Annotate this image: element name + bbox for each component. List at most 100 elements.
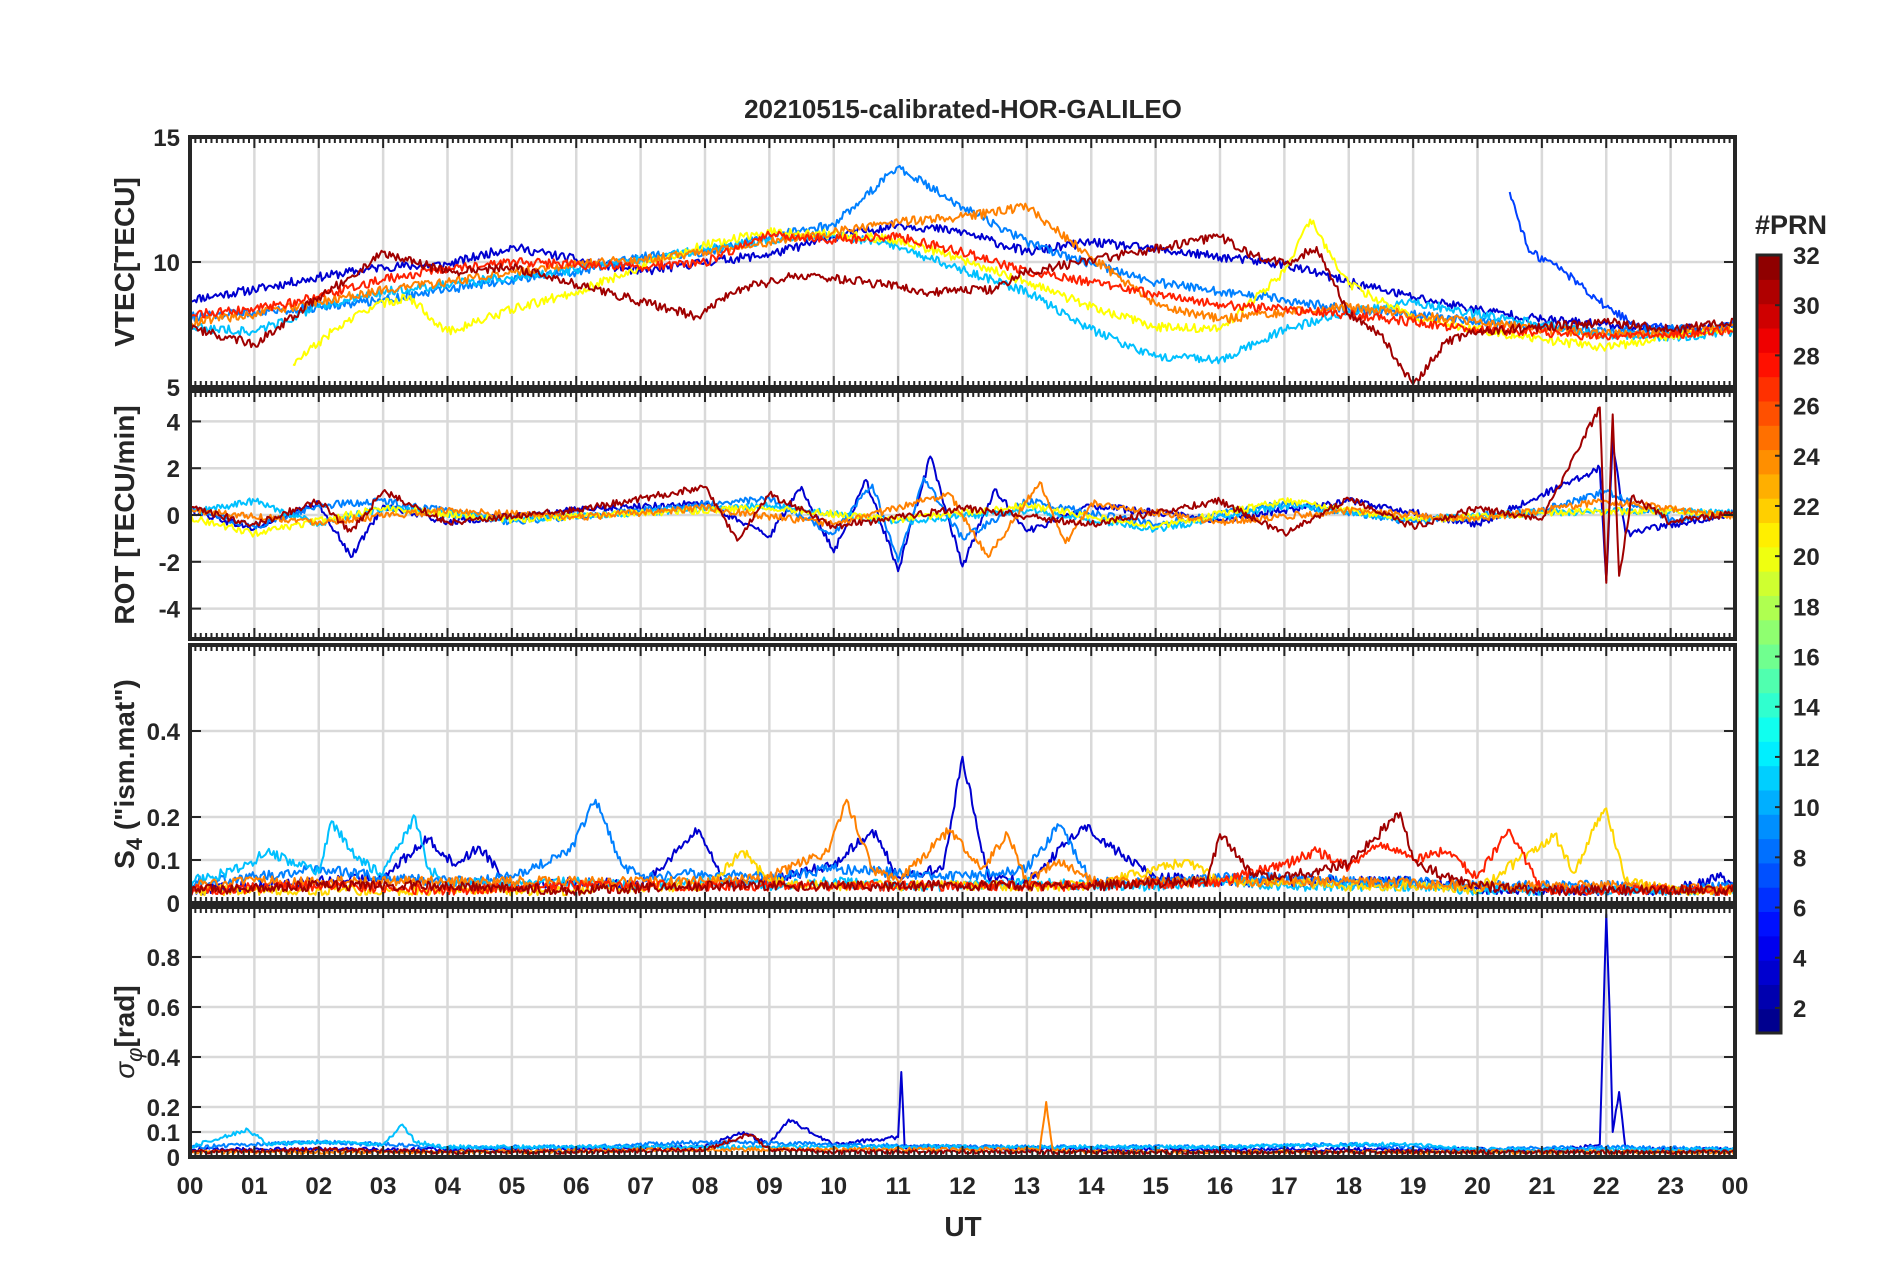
x-tick-label: 12 <box>949 1173 976 1200</box>
colorbar-segment <box>1757 716 1781 742</box>
y-axis-label-subscript: φ <box>122 1047 147 1061</box>
y-tick-label: 0 <box>167 1145 180 1172</box>
colorbar-frame <box>1755 253 1783 1035</box>
colorbar-segment <box>1757 741 1781 767</box>
x-tick-label: 02 <box>305 1173 332 1200</box>
colorbar-segment <box>1757 546 1781 572</box>
sigma-phi-panel: 00.10.20.40.60.8σφ[rad] <box>109 905 1737 1172</box>
colorbar-tick-label: 14 <box>1793 695 1820 722</box>
y-tick-label: 0.2 <box>147 805 180 832</box>
x-tick-label: 06 <box>563 1173 590 1200</box>
y-ticks: 00.10.2 0.4 0.6 0.8 <box>147 945 1735 1172</box>
colorbar-segment <box>1757 789 1781 815</box>
y-axis-label: S4 ("ism.mat") <box>109 679 147 869</box>
colorbar-segment <box>1757 1008 1781 1034</box>
y-tick-label: 0.8 <box>147 945 180 972</box>
x-tick-label: 13 <box>1014 1173 1041 1200</box>
colorbar-tick-label: 26 <box>1793 394 1820 421</box>
series-prn-3 <box>190 220 1735 335</box>
colorbar-segment <box>1757 960 1781 985</box>
colorbar-tick-label: 32 <box>1793 243 1820 270</box>
y-ticks: 0 0.1 0.2 0.4 <box>147 719 1735 918</box>
series-group <box>190 406 1735 584</box>
colorbar-tick-label: 10 <box>1793 795 1820 822</box>
colorbar-segment <box>1757 935 1781 961</box>
colorbar-segment <box>1757 327 1781 353</box>
y-tick-label: 0 <box>167 503 180 530</box>
y-tick-label: 0.4 <box>147 1045 181 1072</box>
y-tick-label: 0.4 <box>147 719 181 746</box>
y-tick-label: 0.1 <box>147 1120 180 1147</box>
y-tick-label: 2 <box>167 456 180 483</box>
colorbar-tick-label: 6 <box>1793 896 1806 923</box>
colorbar-segment <box>1757 911 1781 937</box>
y-tick-label: 4 <box>167 409 181 436</box>
x-tick-label: 14 <box>1078 1173 1105 1200</box>
series-prn-12 <box>190 230 1735 365</box>
colorbar-segment <box>1757 862 1781 888</box>
colorbar-segment <box>1757 619 1781 645</box>
x-tick-label: 22 <box>1593 1173 1620 1200</box>
colorbar-tick-label: 20 <box>1793 544 1820 571</box>
x-ticks <box>189 907 1736 1157</box>
y-ticks: 5 10 15 <box>153 125 1735 402</box>
series-prn-20 <box>292 218 1735 366</box>
y-tick-label: 15 <box>153 125 180 152</box>
figure-title: 20210515-calibrated-HOR-GALILEO <box>744 94 1182 124</box>
x-tick-label: 17 <box>1271 1173 1298 1200</box>
x-tick-label: 10 <box>820 1173 847 1200</box>
colorbar-tick-label: 30 <box>1793 293 1820 320</box>
colorbar-tick-label: 22 <box>1793 494 1820 521</box>
colorbar-segment <box>1757 838 1781 864</box>
y-axis-label-main: S <box>109 850 140 869</box>
x-tick-label: 15 <box>1142 1173 1169 1200</box>
colorbar-segment <box>1757 571 1781 596</box>
y-axis-label-subscript: 4 <box>122 837 147 850</box>
series-prn-31 <box>190 406 1735 584</box>
y-tick-label: 0 <box>167 891 180 918</box>
x-tick-label: 18 <box>1335 1173 1362 1200</box>
y-tick-label: -2 <box>159 550 180 577</box>
colorbar-segment <box>1757 814 1781 840</box>
y-tick-label: -4 <box>159 597 181 624</box>
colorbar-segment <box>1757 425 1781 451</box>
y-tick-label: 0.1 <box>147 848 180 875</box>
colorbar-segment <box>1757 668 1781 694</box>
colorbar-tick-label: 18 <box>1793 594 1820 621</box>
colorbar-tick-label: 4 <box>1793 946 1807 973</box>
y-tick-label: 10 <box>153 250 180 277</box>
series-prn-24 <box>190 481 1735 559</box>
x-tick-label: 03 <box>370 1173 397 1200</box>
colorbar-segment <box>1757 692 1781 718</box>
colorbar-segment <box>1757 522 1781 548</box>
colorbar-segment <box>1757 984 1781 1010</box>
x-tick-label: 01 <box>241 1173 268 1200</box>
x-tick-label: 04 <box>434 1173 461 1200</box>
colorbar-segment <box>1757 255 1781 280</box>
colorbar-segment <box>1757 595 1781 621</box>
y-axis-label-suffix: ("ism.mat") <box>109 679 140 838</box>
colorbar-segment <box>1757 765 1781 791</box>
x-tick-label: 20 <box>1464 1173 1491 1200</box>
series-group <box>190 165 1735 386</box>
colorbar-segment <box>1757 449 1781 475</box>
y-ticks: -4 -2 0 2 4 <box>159 409 1735 624</box>
x-tick-label: 16 <box>1207 1173 1234 1200</box>
series-prn-31 <box>190 233 1735 386</box>
x-tick-label: 11 <box>885 1173 910 1200</box>
x-tick-label: 21 <box>1529 1173 1556 1200</box>
x-axis-tick-labels: 00 01 02 03 04 05 06 07 08 09 10 11 12 13 14 15 16 17 18 19… <box>177 1173 1749 1200</box>
series-prn-6 <box>1508 191 1735 337</box>
x-tick-label: 05 <box>499 1173 526 1200</box>
x-ticks <box>189 645 1736 903</box>
y-tick-label: 5 <box>167 375 180 402</box>
colorbar-segment <box>1757 352 1781 378</box>
colorbar-segment <box>1757 303 1781 329</box>
series-group <box>190 755 1735 897</box>
series-prn-24 <box>190 202 1735 340</box>
colorbar-segment <box>1757 279 1781 305</box>
colorbar-segment <box>1757 498 1781 524</box>
rot-panel: -4 -2 0 2 4 ROT [TECU/min] <box>109 389 1737 641</box>
s4-panel: 00.10.20.4S4 ("ism.mat") <box>109 643 1737 918</box>
